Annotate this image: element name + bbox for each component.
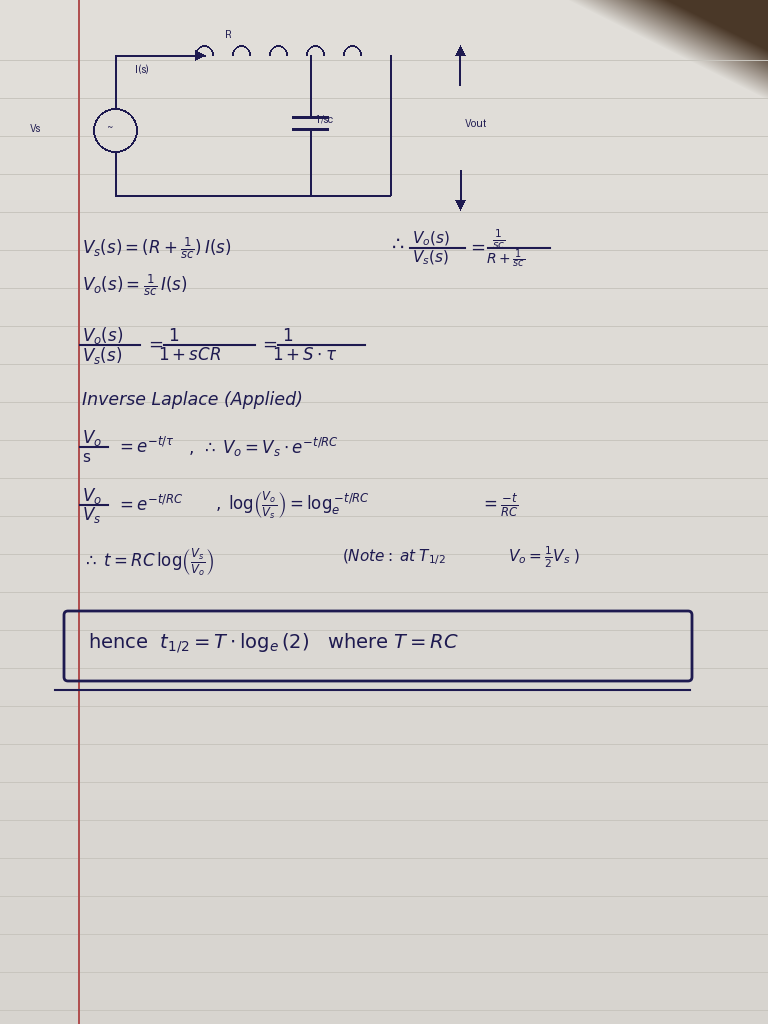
Text: $V_o(s)$: $V_o(s)$ xyxy=(412,229,450,248)
Text: $V_s(s)$: $V_s(s)$ xyxy=(412,249,449,267)
Text: $V_s(s) = (R + \frac{1}{sc})\,I(s)$: $V_s(s) = (R + \frac{1}{sc})\,I(s)$ xyxy=(82,236,231,261)
Text: $\therefore\; t = RC\,\log\!\left(\frac{V_s}{V_o}\right)$: $\therefore\; t = RC\,\log\!\left(\frac{… xyxy=(82,546,214,578)
Text: $,\; \log\!\left(\frac{V_o}{V_s}\right) = \log_e^{\,-t/RC}$: $,\; \log\!\left(\frac{V_o}{V_s}\right) … xyxy=(215,489,370,521)
Text: =: = xyxy=(470,239,485,257)
Text: $\frac{1}{sc}$: $\frac{1}{sc}$ xyxy=(492,227,505,251)
Text: $R + \frac{1}{sc}$: $R + \frac{1}{sc}$ xyxy=(486,248,525,270)
Text: $V_o(s)$: $V_o(s)$ xyxy=(82,326,123,346)
Text: $= e^{-t/RC}$: $= e^{-t/RC}$ xyxy=(116,495,184,515)
Text: $= \frac{-t}{RC}$: $= \frac{-t}{RC}$ xyxy=(480,492,518,519)
Text: $V_o$: $V_o$ xyxy=(82,486,102,506)
Text: hence  $t_{1/2} = T\cdot\log_e(2)$   where $T = RC$: hence $t_{1/2} = T\cdot\log_e(2)$ where … xyxy=(88,631,458,655)
Text: $(Note:\; at\; T_{1/2}$: $(Note:\; at\; T_{1/2}$ xyxy=(342,547,445,567)
Text: $1 + sCR$: $1 + sCR$ xyxy=(158,346,221,364)
Text: $V_o(s) = \frac{1}{sc}\,I(s)$: $V_o(s) = \frac{1}{sc}\,I(s)$ xyxy=(82,272,187,298)
Text: $V_s$: $V_s$ xyxy=(82,505,101,525)
Text: 1: 1 xyxy=(168,327,179,345)
Text: =: = xyxy=(262,336,277,354)
Text: $= e^{-t/\tau}$: $= e^{-t/\tau}$ xyxy=(116,437,175,457)
Text: $1+S\cdot\tau$: $1+S\cdot\tau$ xyxy=(272,346,337,364)
Text: 1: 1 xyxy=(282,327,293,345)
Text: $\therefore$: $\therefore$ xyxy=(388,233,405,253)
Text: Inverse Laplace (Applied): Inverse Laplace (Applied) xyxy=(82,391,303,409)
Text: s: s xyxy=(82,450,90,465)
Text: $,\;\therefore\; V_o = V_s\cdot e^{-t/RC}$: $,\;\therefore\; V_o = V_s\cdot e^{-t/RC… xyxy=(188,435,339,459)
Text: =: = xyxy=(148,336,163,354)
Text: $V_o$: $V_o$ xyxy=(82,428,102,449)
Text: $V_s(s)$: $V_s(s)$ xyxy=(82,344,122,366)
Text: $V_o = \frac{1}{2}V_s\;)$: $V_o = \frac{1}{2}V_s\;)$ xyxy=(508,544,580,569)
